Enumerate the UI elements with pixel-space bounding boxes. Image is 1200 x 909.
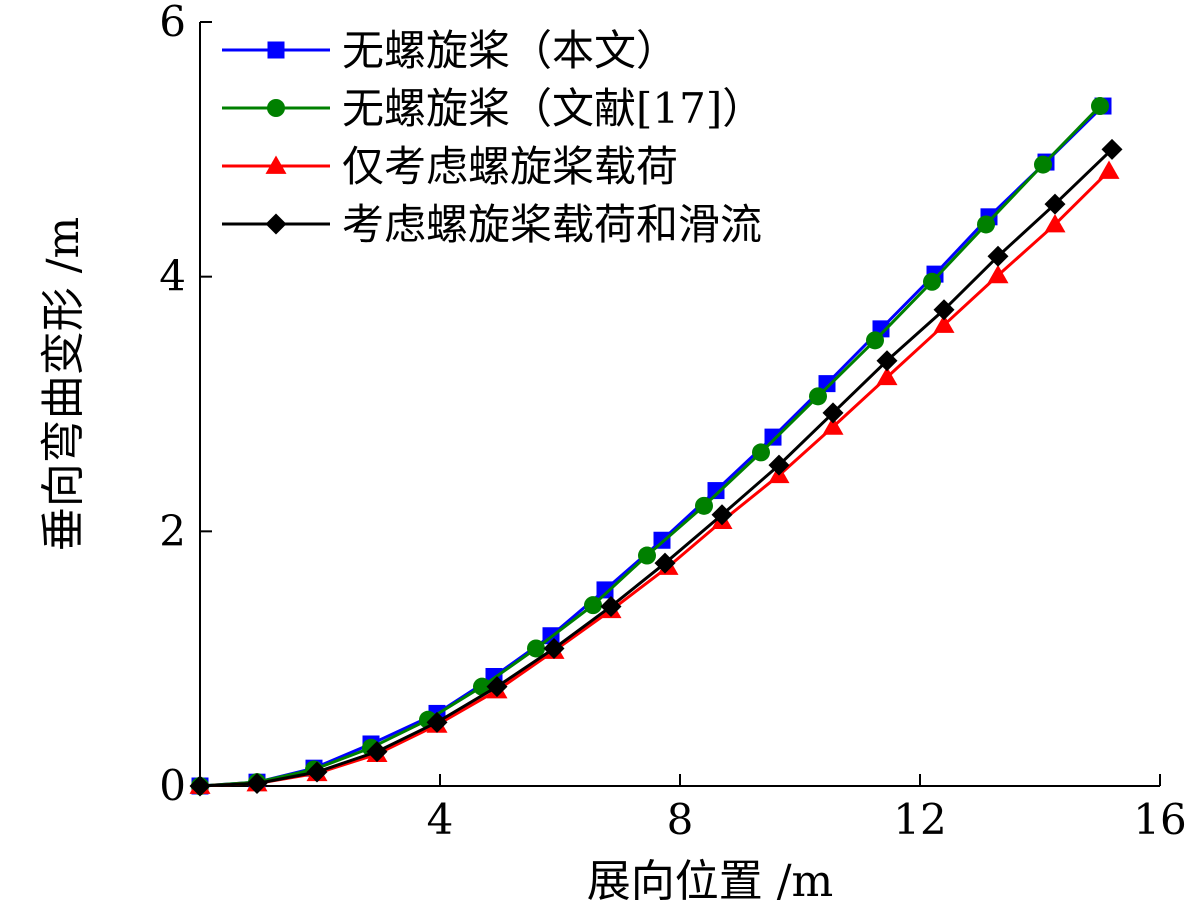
data-point <box>246 772 268 794</box>
legend-marker <box>267 99 285 117</box>
legend-item: 仅考虑螺旋桨载荷 <box>222 142 678 191</box>
data-point <box>923 272 941 291</box>
legend-label: 考虑螺旋桨载荷和滑流 <box>342 200 762 249</box>
data-point <box>638 546 656 565</box>
data-point <box>876 350 898 372</box>
data-point <box>1044 213 1066 233</box>
data-point <box>809 387 827 406</box>
data-point <box>822 402 844 424</box>
data-point <box>1098 160 1120 179</box>
legend-item: 无螺旋桨（文献[17]） <box>222 84 764 133</box>
legend-marker <box>265 155 287 174</box>
data-point <box>933 314 955 333</box>
data-point <box>366 741 388 763</box>
data-point <box>876 366 898 386</box>
data-point <box>189 775 211 797</box>
legend-marker <box>265 213 287 235</box>
data-point <box>711 504 733 526</box>
x-tick-label: 8 <box>667 795 694 844</box>
x-tick-label: 12 <box>893 795 946 844</box>
data-point <box>596 581 614 599</box>
data-point <box>768 454 790 476</box>
data-point <box>752 443 770 462</box>
legend-label: 仅考虑螺旋桨载荷 <box>342 142 678 191</box>
data-point <box>822 416 844 435</box>
legend-item: 考虑螺旋桨载荷和滑流 <box>222 200 762 249</box>
series-layer <box>189 97 1123 797</box>
data-point <box>695 496 713 515</box>
series-line <box>199 169 1111 788</box>
data-point <box>977 215 995 234</box>
series-3 <box>189 160 1120 794</box>
data-point <box>1101 138 1123 160</box>
data-point <box>306 761 328 783</box>
y-tick-label: 6 <box>159 0 186 46</box>
y-axis-title: 垂向弯曲变形 /m <box>38 217 89 552</box>
data-point <box>426 711 448 733</box>
x-tick-label: 16 <box>1133 795 1186 844</box>
series-4 <box>189 138 1123 797</box>
data-point <box>764 428 782 446</box>
legend-item: 无螺旋桨（本文） <box>222 26 678 75</box>
x-tick-label: 4 <box>427 795 454 844</box>
data-point <box>1044 193 1066 215</box>
legend-label: 无螺旋桨（本文） <box>342 26 678 75</box>
data-point <box>866 331 884 350</box>
data-point <box>707 482 725 500</box>
y-tick-label: 0 <box>159 761 186 810</box>
legend-label: 无螺旋桨（文献[17]） <box>342 84 764 133</box>
data-point <box>527 639 545 658</box>
y-tick-label: 4 <box>159 252 186 301</box>
data-point <box>486 676 508 698</box>
data-point <box>543 637 565 659</box>
data-point <box>1091 97 1109 116</box>
data-point <box>654 552 676 574</box>
data-point <box>1034 155 1052 174</box>
x-axis-title: 展向位置 /m <box>587 856 834 907</box>
data-point <box>818 375 836 393</box>
y-tick-label: 2 <box>159 506 186 555</box>
axes: 4 8 12 16 0 2 4 6 <box>159 0 1186 844</box>
data-point <box>987 245 1009 267</box>
legend-marker <box>267 41 285 59</box>
data-point <box>987 264 1009 284</box>
data-point <box>584 596 602 615</box>
data-point <box>933 299 955 321</box>
data-point <box>600 595 622 617</box>
